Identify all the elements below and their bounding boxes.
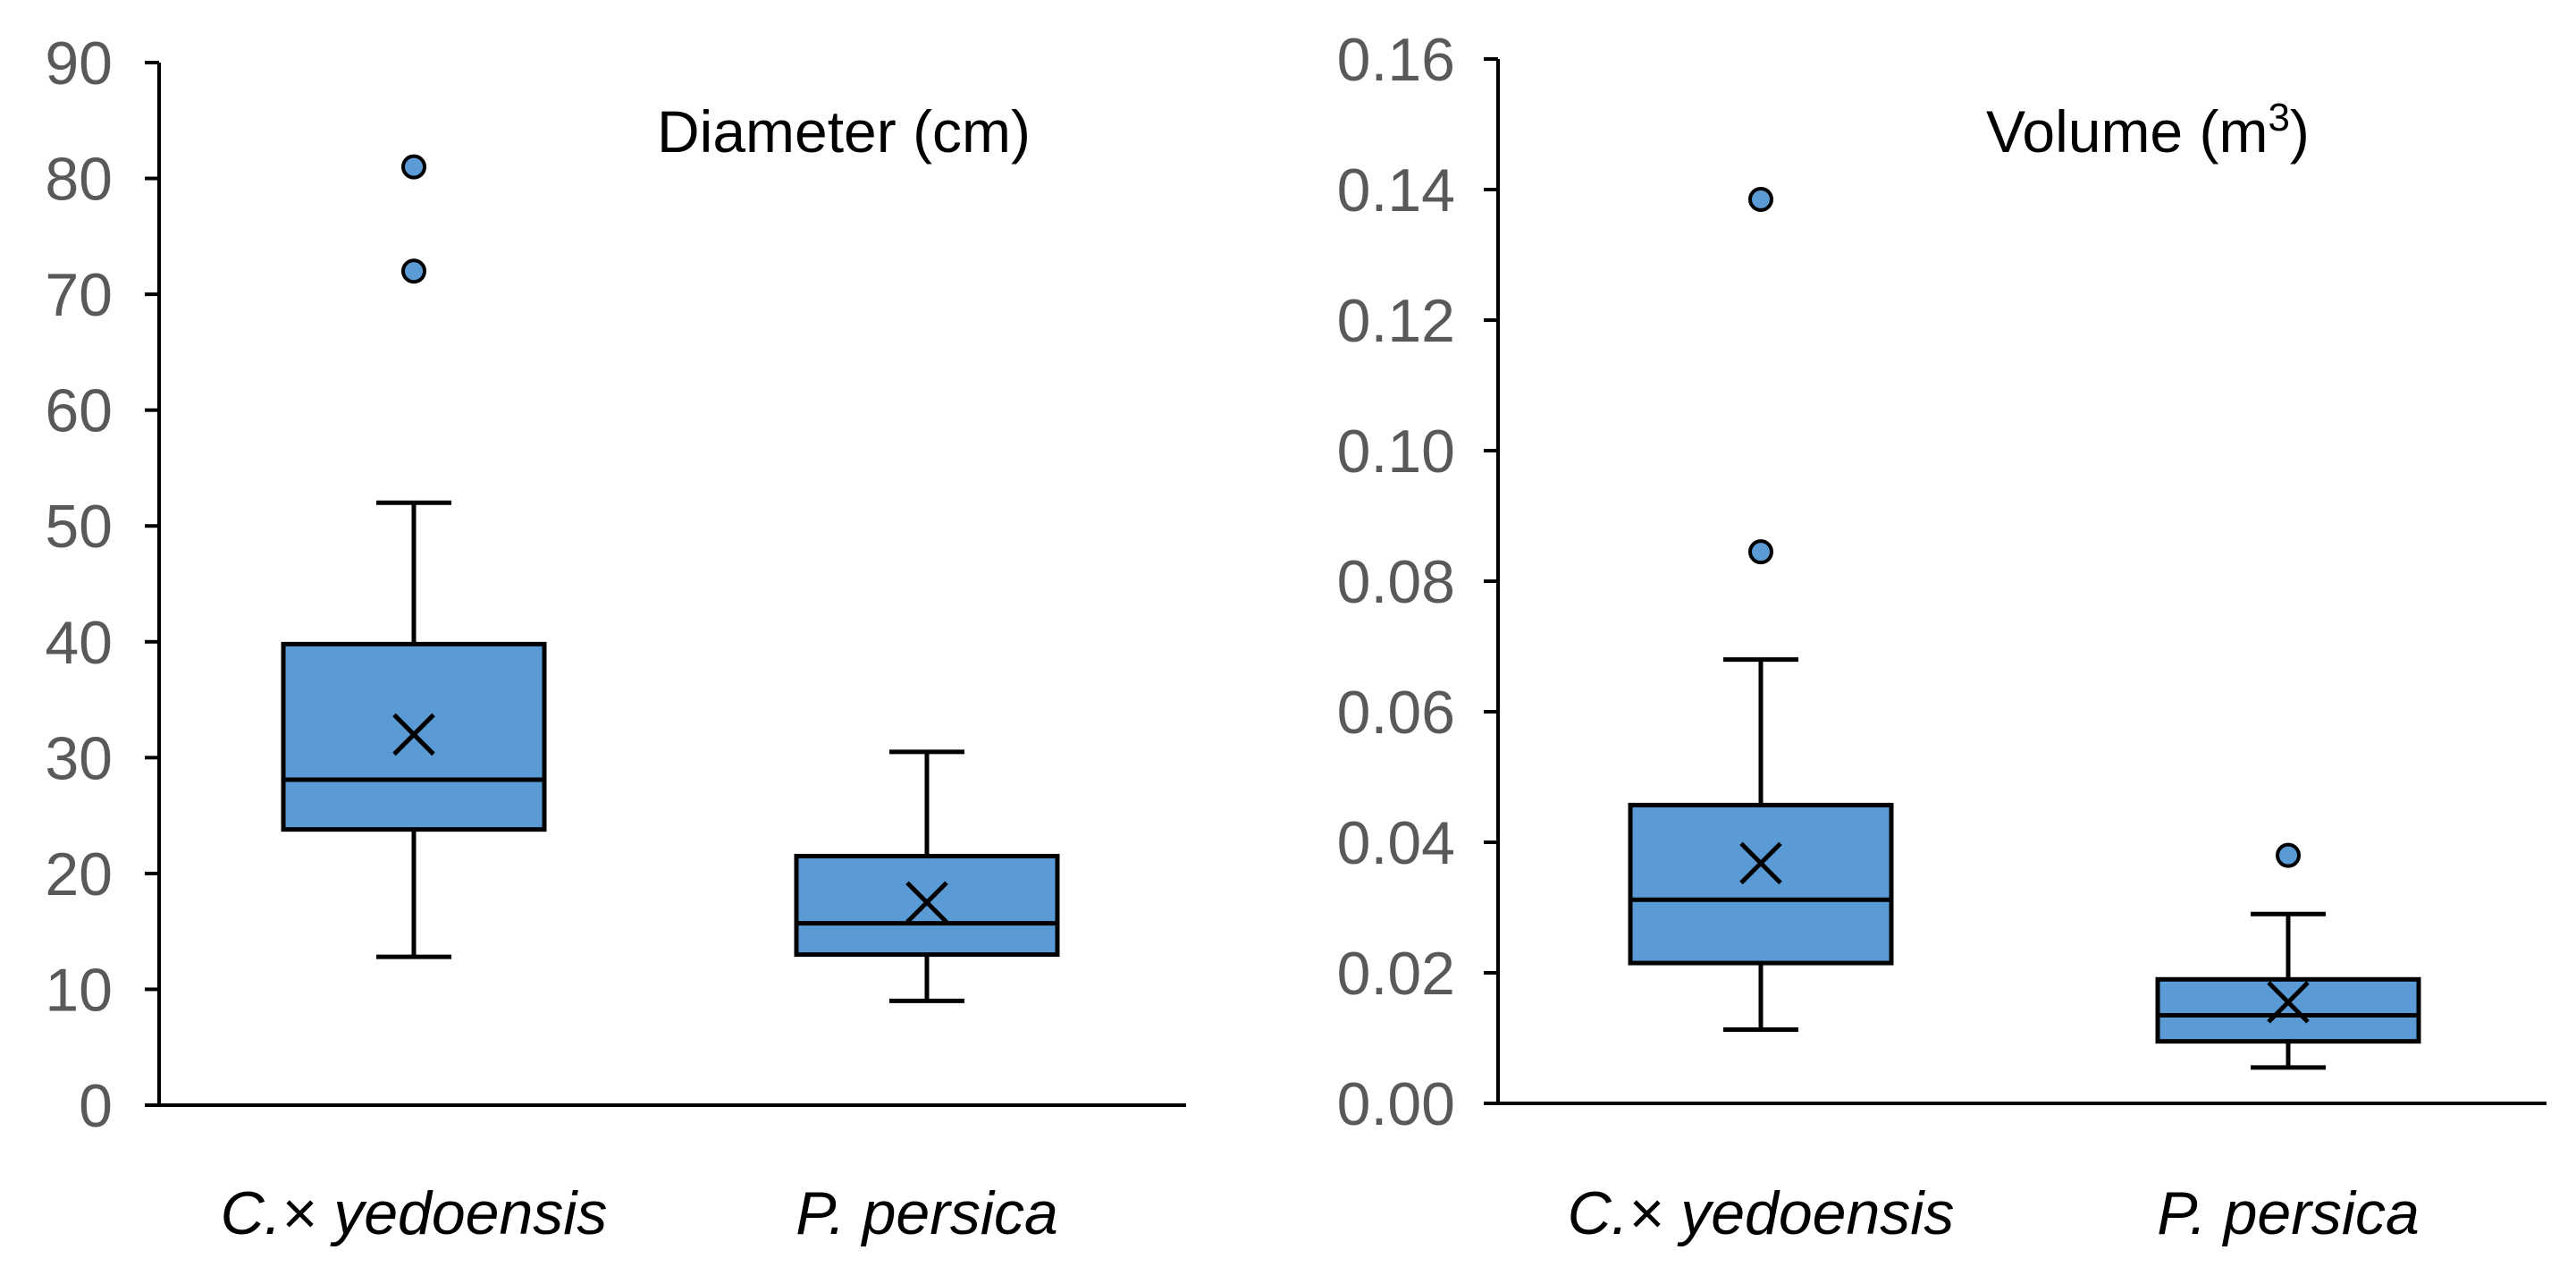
chart-panel-2: 0.00 0.02 0.04 0.06 0.08 0.10 0.12 0.14 0.16 Volu… xyxy=(1337,26,2547,1247)
box-group-1 xyxy=(1628,186,1894,1033)
y-tick-label: 10 xyxy=(45,956,113,1024)
mean-marker xyxy=(392,713,435,756)
category-label: C.× yedoensis xyxy=(221,1179,608,1247)
outlier-point xyxy=(1748,539,1773,565)
y-tick-label: 0.08 xyxy=(1337,548,1455,616)
y-tick-label: 0 xyxy=(79,1072,113,1140)
y-tick-label: 20 xyxy=(45,840,113,908)
y-tick-label: 0.02 xyxy=(1337,940,1455,1008)
y-tick-label: 0.04 xyxy=(1337,809,1455,877)
category-label: C.× yedoensis xyxy=(1568,1179,1955,1247)
outlier-point xyxy=(2276,842,2301,868)
chart-panel-1: 0 10 20 30 40 50 60 70 80 90 Diameter (cm) C.× yedo… xyxy=(45,30,1186,1247)
y-tick-label: 40 xyxy=(45,609,113,677)
y-tick-label: 0.12 xyxy=(1337,287,1455,355)
mean-marker xyxy=(905,881,948,925)
y-tick-label: 60 xyxy=(45,377,113,445)
y-tick-label: 0.16 xyxy=(1337,26,1455,94)
y-tick-label: 50 xyxy=(45,493,113,561)
y-tick-label: 0.00 xyxy=(1337,1070,1455,1138)
category-label: P. persica xyxy=(796,1179,1058,1247)
y-tick-label: 90 xyxy=(45,30,113,97)
mean-marker xyxy=(2267,981,2310,1024)
box-group-2 xyxy=(794,749,1060,1003)
outlier-point xyxy=(1748,186,1773,212)
box-group-2 xyxy=(2155,842,2421,1070)
y-tick-label: 70 xyxy=(45,261,113,329)
chart-title: Volume (m3) xyxy=(1986,96,2310,165)
y-tick-label: 0.14 xyxy=(1337,156,1455,224)
iqr-box xyxy=(1628,802,1894,966)
category-label: P. persica xyxy=(2157,1179,2420,1247)
title-superscript: 3 xyxy=(2268,96,2289,139)
outlier-point xyxy=(401,258,426,284)
outlier-point xyxy=(401,154,426,180)
iqr-box xyxy=(2155,976,2421,1044)
y-tick-label: 30 xyxy=(45,724,113,792)
box-group-1 xyxy=(281,154,547,959)
chart-title: Diameter (cm) xyxy=(657,98,1031,165)
y-tick-label: 0.06 xyxy=(1337,679,1455,747)
y-tick-label: 80 xyxy=(45,146,113,214)
y-tick-label: 0.10 xyxy=(1337,418,1455,486)
title-suffix: ) xyxy=(2290,98,2310,165)
mean-marker xyxy=(1739,841,1782,885)
